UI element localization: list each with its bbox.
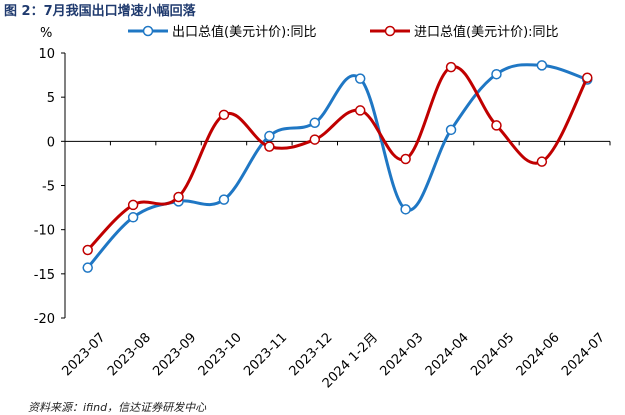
series-layer — [82, 60, 593, 273]
series-line — [86, 63, 588, 269]
x-tick-label: 2023-09 — [150, 330, 199, 379]
y-tick-label: -15 — [34, 268, 55, 283]
x-tick-label: 2024-04 — [423, 330, 472, 379]
data-point — [400, 153, 411, 165]
y-tick-label: 0 — [47, 135, 55, 150]
x-tick-label: 2024-03 — [377, 330, 426, 379]
data-point — [127, 212, 139, 223]
data-point — [218, 194, 230, 205]
data-point — [127, 199, 139, 211]
x-tick-label: 2024-05 — [468, 330, 517, 379]
x-tick-label: 2023-08 — [105, 330, 154, 379]
y-tick-label: -20 — [34, 312, 55, 327]
legend: 出口总值(美元计价):同比 进口总值(美元计价):同比 — [128, 24, 559, 40]
x-tick-label: 2023-11 — [241, 330, 290, 379]
legend-marker — [142, 25, 154, 37]
y-tick-label: 5 — [47, 91, 55, 106]
axes: -20-15-10-505102023-072023-082023-092023… — [34, 47, 611, 391]
y-tick-label: 10 — [38, 47, 55, 62]
data-point — [536, 156, 548, 167]
data-point — [309, 117, 321, 129]
data-point — [82, 262, 93, 273]
x-tick-label: 2023-10 — [196, 330, 245, 379]
y-tick-label: -10 — [34, 224, 55, 239]
data-point — [491, 120, 502, 131]
data-point — [445, 61, 457, 73]
x-tick-label: 2024-06 — [514, 330, 563, 379]
data-point — [445, 124, 457, 136]
series-line — [86, 65, 589, 252]
data-point — [491, 68, 502, 80]
source-note: 资料来源：ifind，信达证券研发中心 — [28, 401, 207, 414]
legend-label: 进口总值(美元计价):同比 — [414, 24, 559, 40]
data-point — [354, 105, 366, 116]
series-group — [82, 61, 593, 256]
y-axis-unit-label: % — [40, 26, 52, 41]
data-point — [400, 204, 411, 215]
data-point — [264, 130, 275, 142]
data-point — [309, 134, 321, 145]
legend-label: 出口总值(美元计价):同比 — [172, 24, 317, 40]
data-point — [82, 244, 93, 256]
series-group — [82, 60, 593, 273]
x-tick-label: 2023-07 — [60, 330, 109, 379]
figure-title: 图 2：7月我国出口增速小幅回落 — [4, 4, 196, 19]
data-point — [264, 141, 275, 152]
y-tick-label: -5 — [42, 180, 55, 195]
data-point — [218, 109, 230, 121]
data-point — [536, 60, 548, 71]
data-point — [173, 191, 184, 203]
x-tick-label: 2024-07 — [559, 330, 608, 379]
legend-marker — [384, 25, 396, 37]
data-point — [354, 73, 366, 84]
data-point — [582, 72, 593, 83]
